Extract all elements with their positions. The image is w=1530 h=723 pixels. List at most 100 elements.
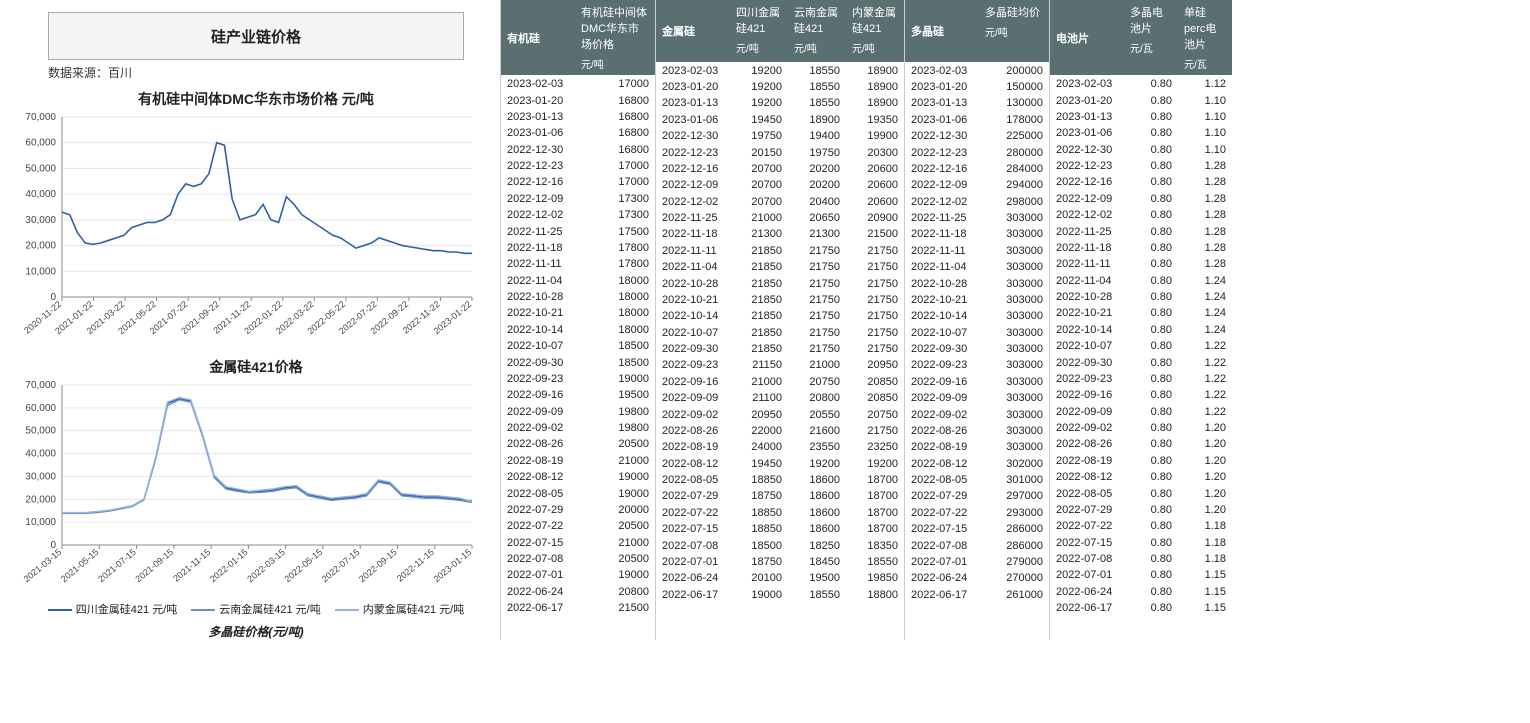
cell-value: 21850 <box>730 341 788 357</box>
cell-value: 19800 <box>575 404 655 420</box>
cell-date: 2022-08-12 <box>905 456 979 472</box>
cell-date: 2022-07-15 <box>501 535 575 551</box>
cell-date: 2022-11-04 <box>656 259 730 275</box>
cell-date: 2022-11-11 <box>501 256 575 272</box>
cell-value: 19000 <box>575 371 655 387</box>
cell-value: 18600 <box>788 488 846 504</box>
cell-date: 2022-09-23 <box>501 371 575 387</box>
cell-value: 18700 <box>846 472 904 488</box>
table-row: 2022-11-110.801.28 <box>1050 256 1232 272</box>
cell-value: 261000 <box>979 587 1049 603</box>
table-row: 2022-07-08286000 <box>905 537 1049 553</box>
table-row: 2023-01-06178000 <box>905 112 1049 128</box>
cell-date: 2022-11-04 <box>501 273 575 289</box>
cell-value: 21500 <box>846 226 904 242</box>
cell-value: 16800 <box>575 92 655 108</box>
cell-value: 18750 <box>730 488 788 504</box>
cell-value: 1.20 <box>1178 485 1232 501</box>
cell-value: 19900 <box>846 128 904 144</box>
cell-value: 21750 <box>846 308 904 324</box>
col-header: 多晶硅均价元/吨 <box>979 0 1049 62</box>
cell-date: 2022-08-05 <box>501 485 575 501</box>
cell-value: 0.80 <box>1124 125 1178 141</box>
cell-value: 19000 <box>575 567 655 583</box>
cell-date: 2022-06-17 <box>1050 600 1124 616</box>
table-row: 2023-02-03192001855018900 <box>656 62 904 79</box>
cell-value: 1.20 <box>1178 453 1232 469</box>
table-row: 2022-09-230.801.22 <box>1050 371 1232 387</box>
cell-date: 2022-11-18 <box>905 226 979 242</box>
table-row: 2023-02-0317000 <box>501 76 655 93</box>
cell-value: 18000 <box>575 322 655 338</box>
cell-date: 2022-12-02 <box>501 207 575 223</box>
cell-value: 18800 <box>846 587 904 603</box>
cell-date: 2022-12-30 <box>501 142 575 158</box>
cell-date: 2022-07-08 <box>905 537 979 553</box>
cell-date: 2022-09-23 <box>1050 371 1124 387</box>
cell-value: 0.80 <box>1124 567 1178 583</box>
table-row: 2022-09-2319000 <box>501 371 655 387</box>
chart-metal-title: 金属硅421价格 <box>12 357 500 377</box>
table-row: 2022-09-23303000 <box>905 357 1049 373</box>
table-row: 2022-12-23280000 <box>905 144 1049 160</box>
svg-text:2022-05-15: 2022-05-15 <box>282 547 324 584</box>
cell-value: 19200 <box>846 456 904 472</box>
cell-date: 2022-10-07 <box>905 325 979 341</box>
cell-value: 0.80 <box>1124 404 1178 420</box>
cell-value: 303000 <box>979 390 1049 406</box>
table-row: 2022-07-010.801.15 <box>1050 567 1232 583</box>
cell-value: 20750 <box>788 374 846 390</box>
cell-value: 303000 <box>979 226 1049 242</box>
table-row: 2022-08-2620500 <box>501 436 655 452</box>
page-title: 硅产业链价格 <box>48 12 464 60</box>
table-row: 2022-10-210.801.24 <box>1050 305 1232 321</box>
cell-value: 200000 <box>979 62 1049 79</box>
cell-date: 2022-10-21 <box>905 292 979 308</box>
svg-text:2022-11-15: 2022-11-15 <box>395 547 436 584</box>
table-row: 2022-11-18213002130021500 <box>656 226 904 242</box>
cell-value: 0.80 <box>1124 371 1178 387</box>
cell-date: 2022-06-24 <box>1050 584 1124 600</box>
cell-value: 18450 <box>788 554 846 570</box>
cell-date: 2023-01-20 <box>905 79 979 95</box>
cell-date: 2022-09-09 <box>905 390 979 406</box>
cell-value: 20750 <box>846 406 904 422</box>
table-row: 2022-09-16303000 <box>905 374 1049 390</box>
cell-value: 0.80 <box>1124 191 1178 207</box>
cell-value: 18000 <box>575 305 655 321</box>
svg-text:60,000: 60,000 <box>25 138 56 149</box>
cell-date: 2022-12-02 <box>1050 207 1124 223</box>
cell-value: 1.28 <box>1178 256 1232 272</box>
cell-date: 2022-07-01 <box>905 554 979 570</box>
cell-value: 303000 <box>979 406 1049 422</box>
cell-date: 2022-09-02 <box>1050 420 1124 436</box>
cell-value: 0.80 <box>1124 354 1178 370</box>
table-row: 2022-10-1418000 <box>501 322 655 338</box>
cell-value: 303000 <box>979 439 1049 455</box>
cell-value: 21750 <box>846 259 904 275</box>
cell-date: 2022-10-14 <box>656 308 730 324</box>
table-row: 2023-01-130.801.10 <box>1050 109 1232 125</box>
cell-value: 19450 <box>730 456 788 472</box>
cell-value: 130000 <box>979 95 1049 111</box>
svg-text:40,000: 40,000 <box>25 449 56 460</box>
cell-value: 18900 <box>788 112 846 128</box>
cell-date: 2023-02-03 <box>1050 76 1124 93</box>
cell-value: 178000 <box>979 112 1049 128</box>
cell-value: 279000 <box>979 554 1049 570</box>
svg-text:2021-07-15: 2021-07-15 <box>96 547 138 584</box>
cell-value: 303000 <box>979 210 1049 226</box>
cell-date: 2022-11-25 <box>1050 223 1124 239</box>
table-row: 2022-11-0418000 <box>501 273 655 289</box>
cell-value: 21750 <box>846 292 904 308</box>
cell-value: 21500 <box>575 600 655 616</box>
cell-value: 0.80 <box>1124 207 1178 223</box>
cell-date: 2022-09-16 <box>905 374 979 390</box>
cell-value: 1.12 <box>1178 76 1232 93</box>
svg-text:50,000: 50,000 <box>25 426 56 437</box>
cell-value: 0.80 <box>1124 256 1178 272</box>
cell-value: 18900 <box>846 62 904 79</box>
col-group: 有机硅 <box>501 0 575 76</box>
cell-date: 2022-09-02 <box>501 420 575 436</box>
cell-value: 16800 <box>575 125 655 141</box>
